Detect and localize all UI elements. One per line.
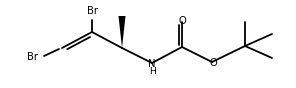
Text: H: H <box>149 67 157 76</box>
Text: Br: Br <box>27 52 38 62</box>
Text: Br: Br <box>86 6 97 16</box>
Text: N: N <box>148 59 156 69</box>
Text: O: O <box>209 58 217 68</box>
Polygon shape <box>118 16 126 48</box>
Text: O: O <box>178 16 186 26</box>
